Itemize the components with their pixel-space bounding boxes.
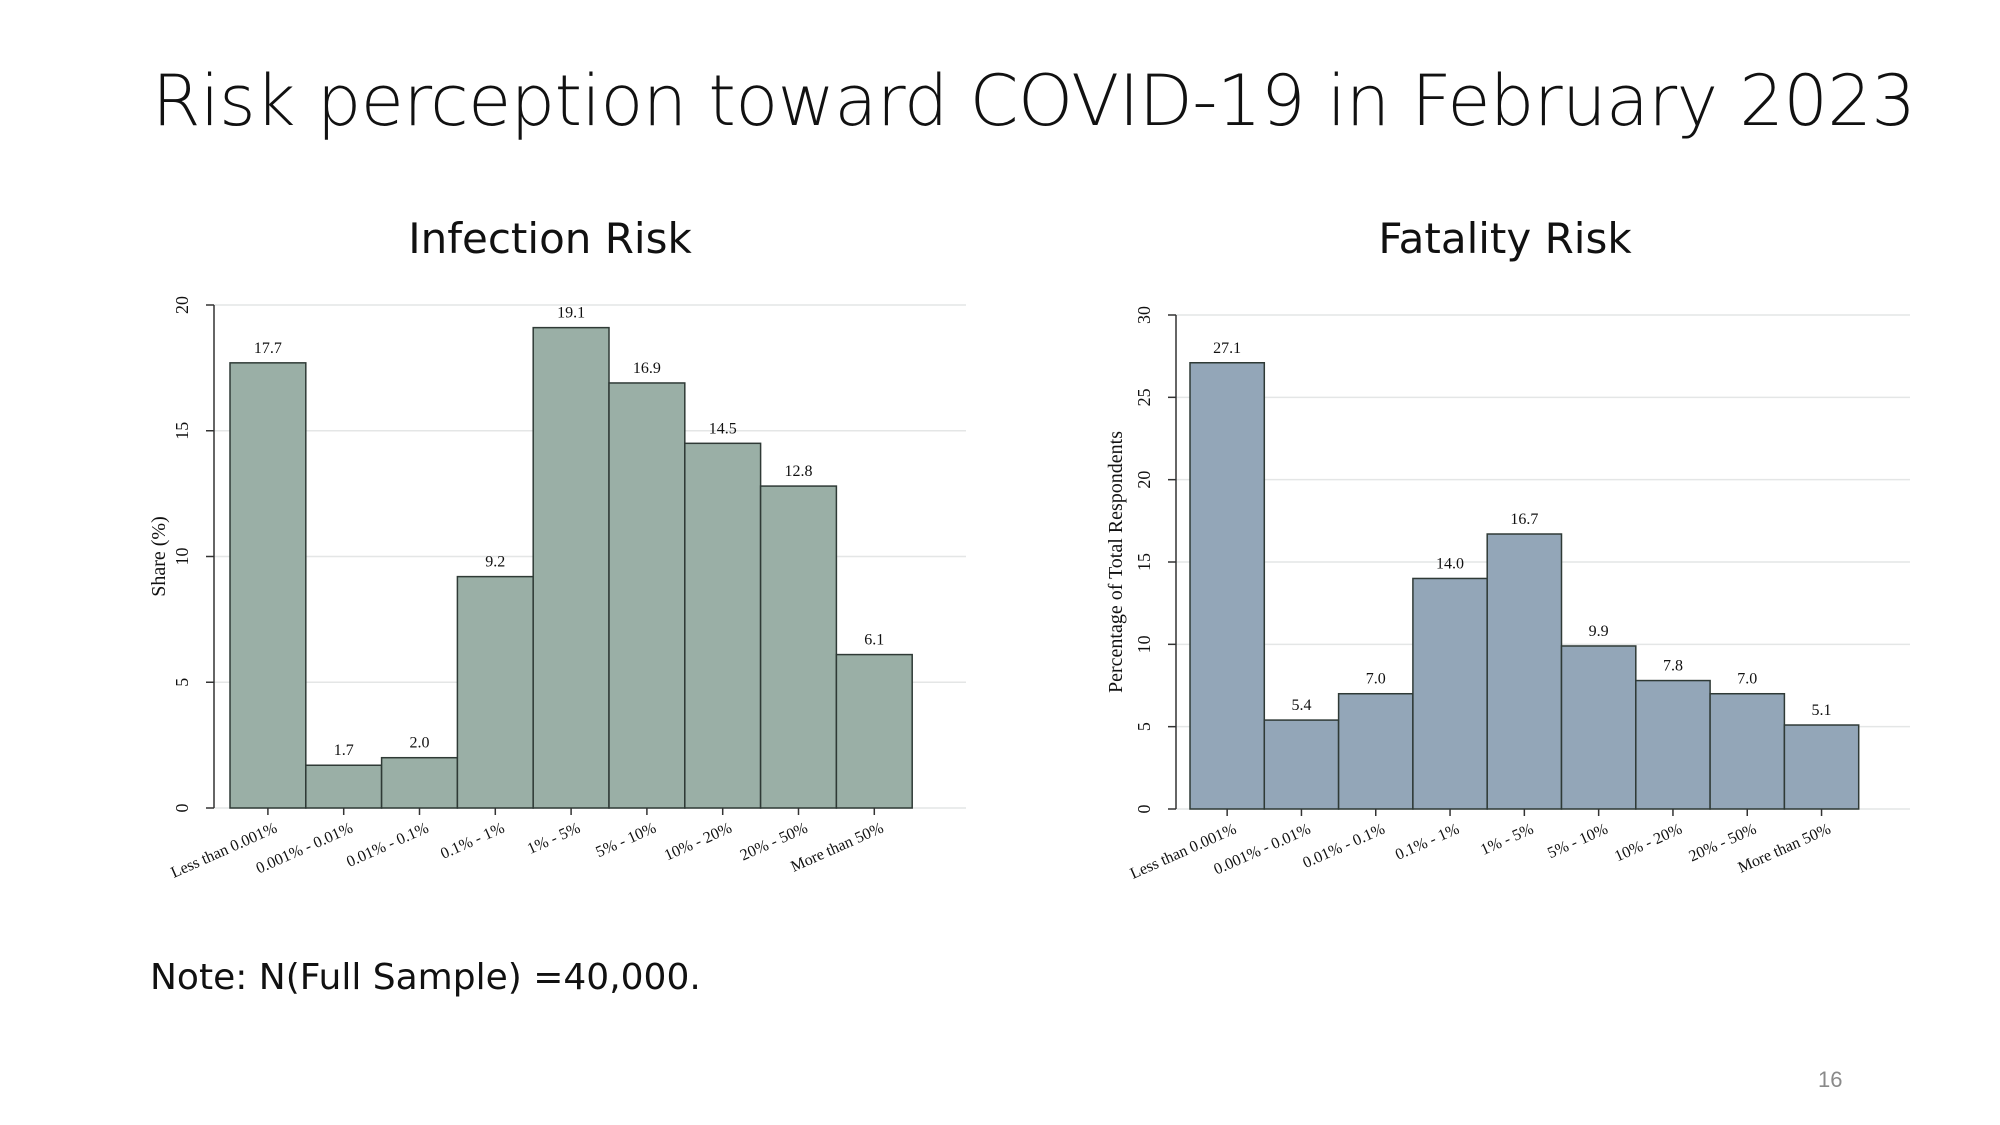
fatality-ytick-label: 15: [1134, 553, 1154, 571]
infection-bar: [759, 485, 838, 809]
infection-bar: [380, 756, 459, 809]
fatality-bar: [1189, 362, 1266, 810]
fatality-category-label: 0.1% - 1%: [1393, 821, 1462, 864]
page-number: 16: [1818, 1067, 1843, 1092]
fatality-bar: [1412, 577, 1488, 810]
infection-bar-value-label: 16.9: [633, 360, 661, 377]
fatality-bar-value-label: 14.0: [1436, 555, 1464, 572]
fatality-bar-value-label: 5.4: [1291, 697, 1311, 714]
fatality-bar-value-label: 7.0: [1366, 671, 1386, 688]
fatality-ytick-label: 5: [1134, 722, 1154, 731]
infection-bar: [456, 575, 534, 809]
fatality-bar: [1560, 645, 1637, 810]
fatality-category-label: 10% - 20%: [1612, 821, 1685, 866]
slide-title: Risk perception toward COVID-19 in Febru…: [152, 60, 1916, 142]
infection-y-axis-label: Share (%): [148, 516, 170, 597]
infection-bar: [532, 326, 610, 809]
infection-ytick-label: 10: [172, 548, 192, 566]
fatality-bar: [1337, 692, 1414, 810]
infection-bar: [684, 442, 762, 809]
infection-bar: [229, 362, 307, 809]
fatality-chart-title: Fatality Risk: [1378, 214, 1632, 263]
sample-note: Note: N(Full Sample) =40,000.: [150, 957, 701, 998]
fatality-category-label: 5% - 10%: [1545, 821, 1610, 863]
fatality-y-axis-label: Percentage of Total Respondents: [1105, 431, 1127, 693]
fatality-ytick-label: 10: [1134, 635, 1154, 653]
fatality-bar-value-label: 16.7: [1510, 511, 1538, 528]
infection-bar-value-label: 19.1: [557, 305, 585, 322]
infection-ytick-label: 5: [172, 678, 192, 687]
fatality-bar-value-label: 9.9: [1589, 623, 1609, 640]
infection-bar-value-label: 12.8: [785, 463, 813, 480]
fatality-bar: [1635, 679, 1711, 810]
fatality-ytick-label: 20: [1134, 471, 1154, 489]
fatality-risk-chart: 0 5 10 15 20 25 30 Percentage of Total Responde…: [1105, 306, 1910, 883]
infection-ytick-label: 0: [172, 804, 192, 813]
fatality-ytick-label: 30: [1134, 306, 1154, 324]
fatality-bar: [1783, 724, 1860, 810]
fatality-category-label: 1% - 5%: [1478, 821, 1536, 859]
fatality-ytick-label: 0: [1134, 805, 1154, 814]
infection-bar-value-label: 14.5: [709, 420, 737, 437]
fatality-bar-value-label: 7.0: [1737, 671, 1757, 688]
infection-bar-value-label: 17.7: [254, 340, 282, 357]
fatality-bar-value-label: 27.1: [1213, 340, 1241, 357]
infection-bar-value-label: 6.1: [864, 632, 884, 649]
infection-ytick-label: 20: [172, 296, 192, 314]
fatality-bar-value-label: 5.1: [1812, 702, 1832, 719]
infection-bar: [835, 653, 913, 809]
infection-bar: [608, 382, 686, 809]
infection-chart-title: Infection Risk: [408, 214, 692, 263]
fatality-bar-value-label: 7.8: [1663, 658, 1683, 675]
infection-bar-value-label: 1.7: [334, 742, 354, 759]
fatality-bar: [1709, 692, 1786, 810]
fatality-bar: [1486, 533, 1563, 810]
fatality-ytick-label: 25: [1134, 388, 1154, 406]
infection-bar-value-label: 9.2: [485, 554, 505, 571]
fatality-bar: [1263, 719, 1340, 810]
fatality-category-label: 0.01% - 0.1%: [1300, 821, 1387, 872]
infection-bar-value-label: 2.0: [410, 735, 430, 752]
infection-ytick-label: 15: [172, 422, 192, 440]
